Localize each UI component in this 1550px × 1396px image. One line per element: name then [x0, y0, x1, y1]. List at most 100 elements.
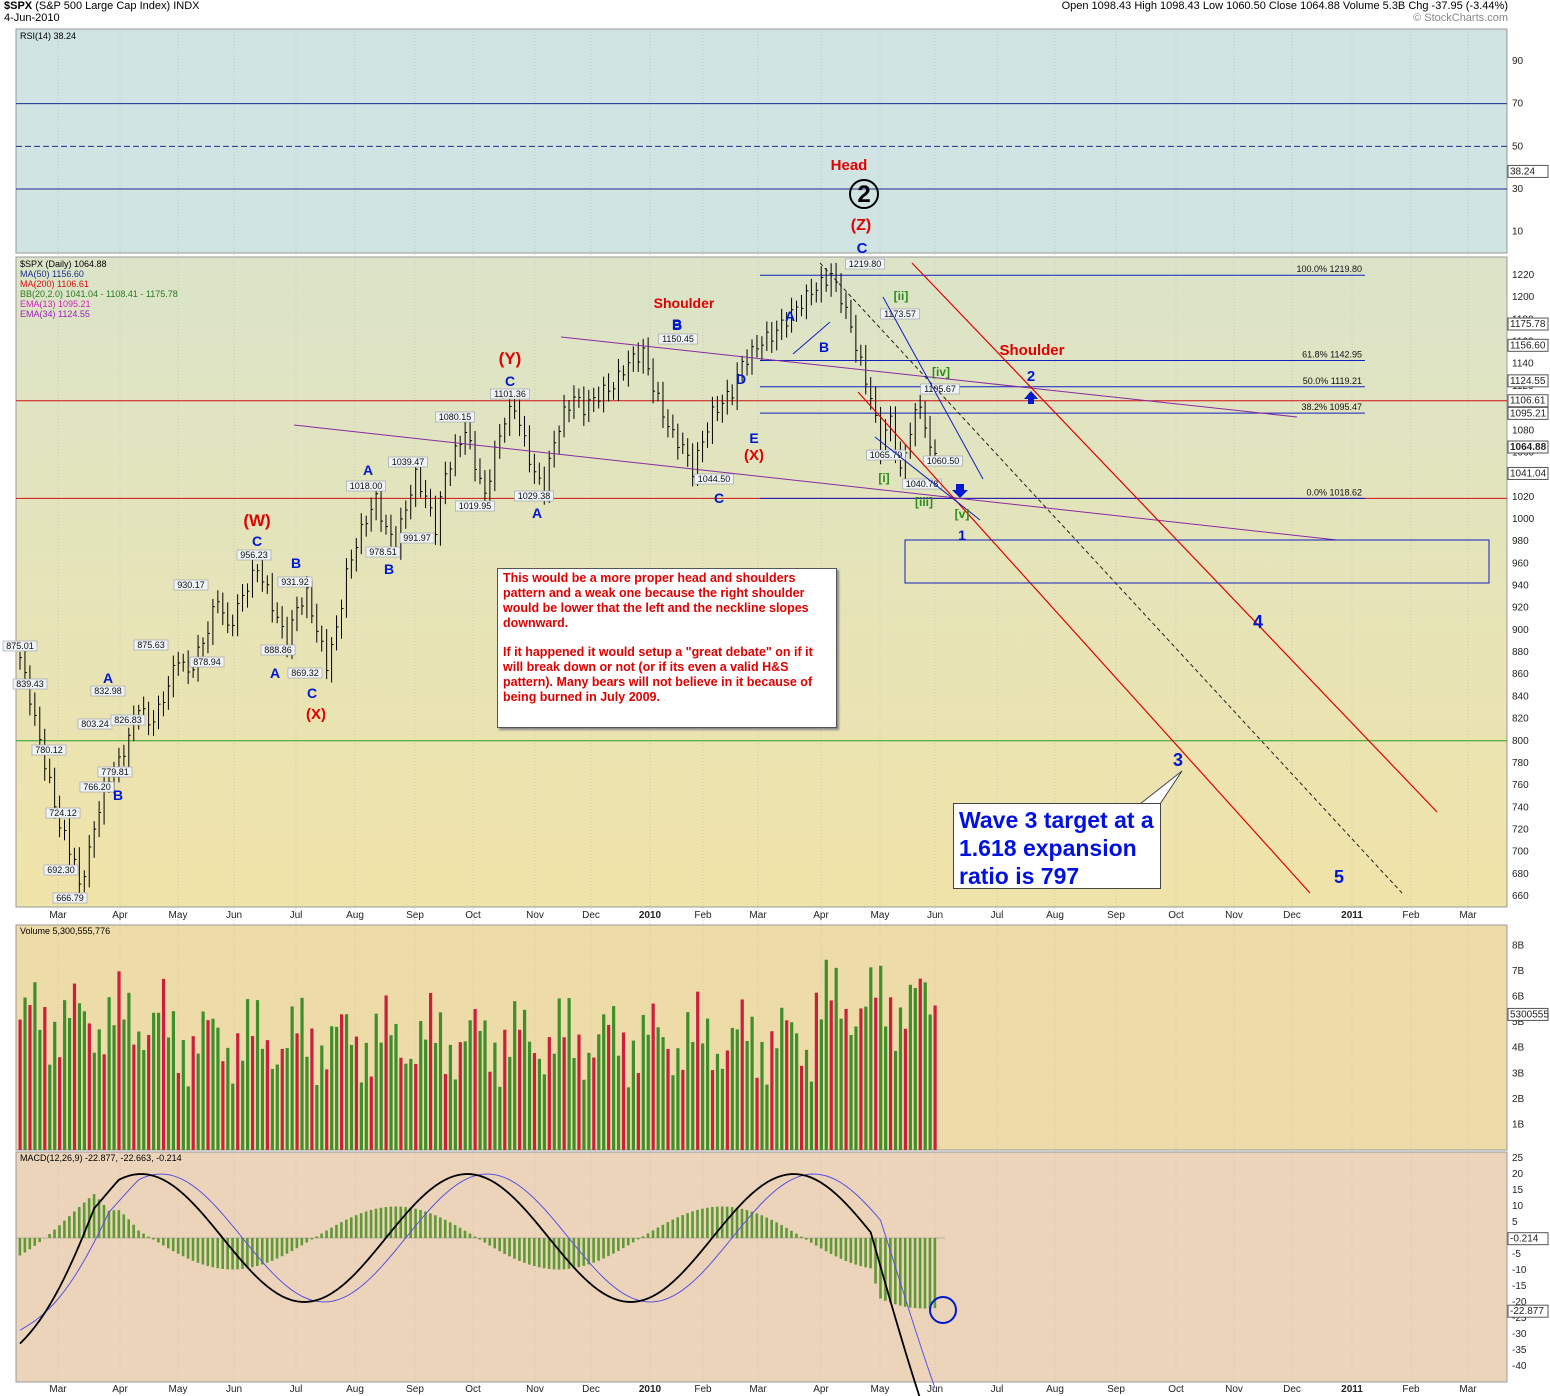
macd-hist-bar: [38, 1238, 41, 1243]
price-tag-box: [866, 449, 906, 461]
macd-hist-bar: [597, 1238, 600, 1261]
price-tag: 869.32: [291, 668, 319, 678]
volume-bar: [755, 1077, 759, 1150]
macd-hist-bar: [369, 1209, 373, 1238]
macd-hist-bar: [928, 1238, 932, 1309]
macd-hist-bar: [463, 1230, 467, 1238]
volume-bar: [137, 1031, 141, 1150]
volume-bar: [300, 997, 304, 1150]
price-tick-label: 680: [1512, 869, 1529, 880]
volume-bar: [473, 1009, 477, 1150]
macd-hist-bar: [429, 1213, 432, 1238]
price-tag: 779.81: [101, 767, 129, 777]
volume-bar: [280, 1048, 284, 1150]
month-label-bottom: Jul: [290, 1384, 303, 1395]
volume-bar: [661, 1037, 665, 1150]
macd-hist-bar: [478, 1238, 482, 1240]
macd-hist-bar: [404, 1207, 407, 1238]
macd-hist-bar: [53, 1229, 56, 1238]
macd-tag: -0.214: [1510, 1234, 1539, 1245]
volume-bar: [117, 971, 121, 1150]
fib-label: 100.0% 1219.80: [1296, 264, 1362, 274]
volume-bar: [23, 997, 27, 1150]
price-tick-label: 900: [1512, 625, 1529, 636]
macd-tag-box: [1507, 1232, 1549, 1246]
volume-bar: [53, 1021, 57, 1150]
volume-bar: [389, 1035, 393, 1150]
price-tick-label: 840: [1512, 691, 1529, 702]
volume-bar: [903, 1028, 908, 1150]
macd-hist-bar: [686, 1213, 689, 1238]
macd-hist-bar: [414, 1208, 417, 1238]
volume-bar: [216, 1027, 220, 1150]
volume-bar: [745, 1040, 749, 1150]
volume-bar: [270, 1068, 274, 1150]
macd-hist-bar: [226, 1238, 229, 1270]
price-tick-label: 1020: [1512, 492, 1535, 503]
volume-bar: [320, 1045, 324, 1150]
volume-bar: [468, 1020, 472, 1150]
volume-bar: [369, 1076, 373, 1150]
rsi-tick-label: 70: [1512, 99, 1524, 110]
volume-bar: [592, 1057, 596, 1150]
month-label: 2011: [1341, 910, 1363, 921]
macd-hist-bar: [646, 1233, 650, 1238]
volume-bar: [241, 1060, 245, 1150]
volume-bar: [152, 1012, 156, 1150]
month-label: Apr: [813, 910, 829, 921]
volume-bar: [285, 1048, 289, 1150]
volume-bar: [933, 1005, 937, 1150]
macd-hist-bar: [617, 1238, 620, 1251]
month-label-bottom: Dec: [582, 1384, 600, 1395]
price-tag-box: [694, 473, 734, 485]
macd-hist-bar: [626, 1238, 630, 1246]
macd-tick-label: 20: [1512, 1169, 1524, 1180]
volume-bar: [893, 1050, 898, 1150]
macd-hist-bar: [82, 1202, 86, 1238]
price-tick-label: 800: [1512, 736, 1529, 747]
price-tag-box: [880, 308, 920, 320]
wave-label: (W): [243, 511, 270, 530]
macd-hist-bar: [231, 1238, 234, 1270]
wave-label: A: [363, 462, 373, 478]
macd-hist-bar: [147, 1236, 150, 1238]
month-label-bottom: Jun: [226, 1384, 242, 1395]
volume-bar: [171, 1011, 176, 1150]
volume-bar: [419, 1020, 423, 1150]
macd-hist-bar: [528, 1238, 531, 1265]
volume-bar: [48, 1064, 52, 1150]
macd-hist-bar: [73, 1211, 76, 1238]
volume-bar: [824, 959, 828, 1150]
month-label-bottom: Dec: [1283, 1384, 1301, 1395]
macd-hist-bar: [760, 1215, 764, 1238]
wave-label: 2: [857, 181, 870, 208]
volume-bar: [63, 1000, 67, 1150]
volume-tick-label: 3B: [1512, 1068, 1525, 1079]
macd-hist-bar: [834, 1238, 838, 1257]
volume-bar: [28, 1005, 32, 1150]
price-tag: 888.86: [264, 645, 292, 655]
macd-hist-bar: [755, 1213, 759, 1238]
macd-hist-bar: [592, 1238, 595, 1263]
month-label-bottom: Sep: [406, 1384, 424, 1395]
symbol: $SPX: [4, 0, 33, 12]
price-tag: 978.51: [369, 547, 397, 557]
volume-tick-label: 6B: [1512, 992, 1525, 1003]
wave-label: A: [532, 505, 542, 521]
price-right-tag-box: [1507, 466, 1549, 480]
month-label-bottom: Jul: [991, 1384, 1004, 1395]
macd-hist-bar: [330, 1227, 333, 1238]
macd-hist-bar: [77, 1206, 81, 1238]
macd-hist-bar: [295, 1238, 299, 1249]
price-tick-label: 820: [1512, 714, 1529, 725]
volume-bar: [616, 1055, 621, 1150]
month-label: Dec: [1283, 910, 1301, 921]
macd-hist-bar: [112, 1210, 116, 1238]
month-label: Dec: [582, 910, 600, 921]
volume-bar: [631, 1040, 635, 1150]
macd-hist-bar: [715, 1206, 719, 1238]
volume-bar: [429, 992, 433, 1150]
volume-bar: [107, 997, 111, 1150]
rsi-panel-bg: [15, 28, 1508, 254]
